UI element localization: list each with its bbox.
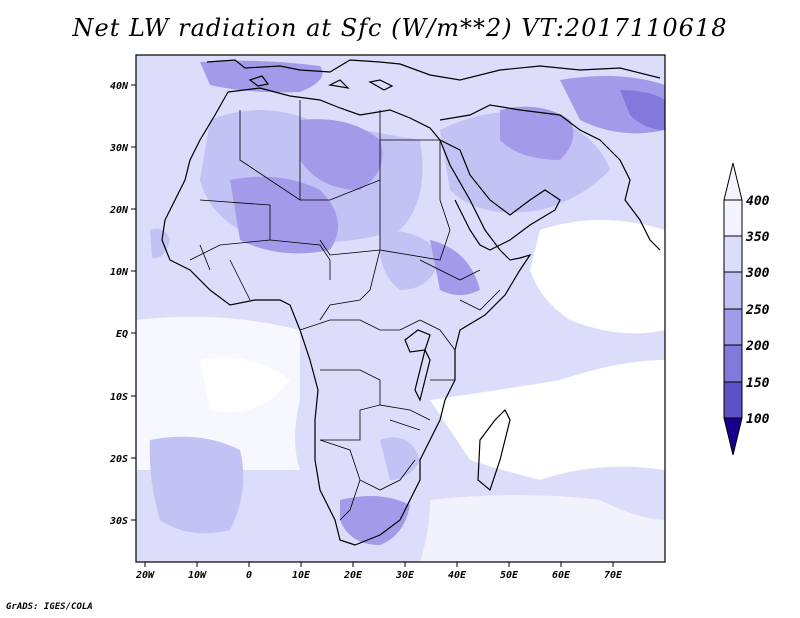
lon-tick-70e: 70E [604, 570, 623, 581]
colorbar-label-150: 150 [746, 376, 770, 391]
lon-tick-40e: 40E [448, 570, 467, 581]
lon-tick-20w: 20W [135, 570, 155, 581]
lon-axis: 20W 10W 0 10E 20E 30E 40E 50E 60E 70E [135, 562, 623, 581]
colorbar-label-200: 200 [745, 339, 770, 354]
colorbar-labels: 400 350 300 250 200 150 100 [745, 194, 770, 427]
lon-tick-10e: 10E [292, 570, 311, 581]
colorbar-bin-1 [723, 199, 743, 237]
colorbar-bin-5 [723, 344, 743, 383]
lat-tick-20s: 20S [109, 454, 128, 465]
colorbar-bin-3 [723, 271, 743, 310]
plot-frame [135, 54, 666, 563]
radiation-field [136, 55, 665, 562]
lat-axis: 40N 30N 20N 10N EQ 10S 20S 30S [109, 81, 136, 527]
colorbar-label-300: 300 [745, 266, 770, 281]
lat-tick-40n: 40N [110, 81, 129, 92]
lat-tick-30n: 30N [109, 143, 129, 154]
colorbar-label-250: 250 [745, 303, 770, 318]
lon-tick-10w: 10W [188, 570, 207, 581]
colorbar [723, 162, 743, 456]
lat-tick-30s: 30S [109, 516, 128, 527]
colorbar-top-arrow [723, 162, 743, 201]
chart-title: Net LW radiation at Sfc (W/m**2) VT:2017… [72, 14, 728, 42]
colorbar-bottom-arrow [723, 417, 743, 456]
credit-text: GrADS: IGES/COLA [6, 602, 93, 612]
colorbar-label-100: 100 [746, 412, 770, 427]
colorbar-label-350: 350 [745, 230, 770, 245]
lon-tick-20e: 20E [343, 570, 363, 581]
lon-tick-60e: 60E [552, 570, 571, 581]
lat-tick-20n: 20N [109, 205, 129, 216]
lat-tick-10n: 10N [110, 267, 129, 278]
lat-tick-10s: 10S [110, 392, 128, 403]
colorbar-bin-6 [723, 381, 743, 419]
lon-tick-0: 0 [246, 570, 252, 581]
coastline [161, 59, 661, 546]
colorbar-bin-4 [723, 308, 743, 346]
colorbar-label-400: 400 [746, 194, 770, 209]
lon-tick-30e: 30E [395, 570, 415, 581]
colorbar-bin-2 [723, 235, 743, 273]
lon-tick-50e: 50E [500, 570, 519, 581]
country-borders [189, 100, 501, 521]
lat-tick-eq: EQ [116, 329, 128, 340]
